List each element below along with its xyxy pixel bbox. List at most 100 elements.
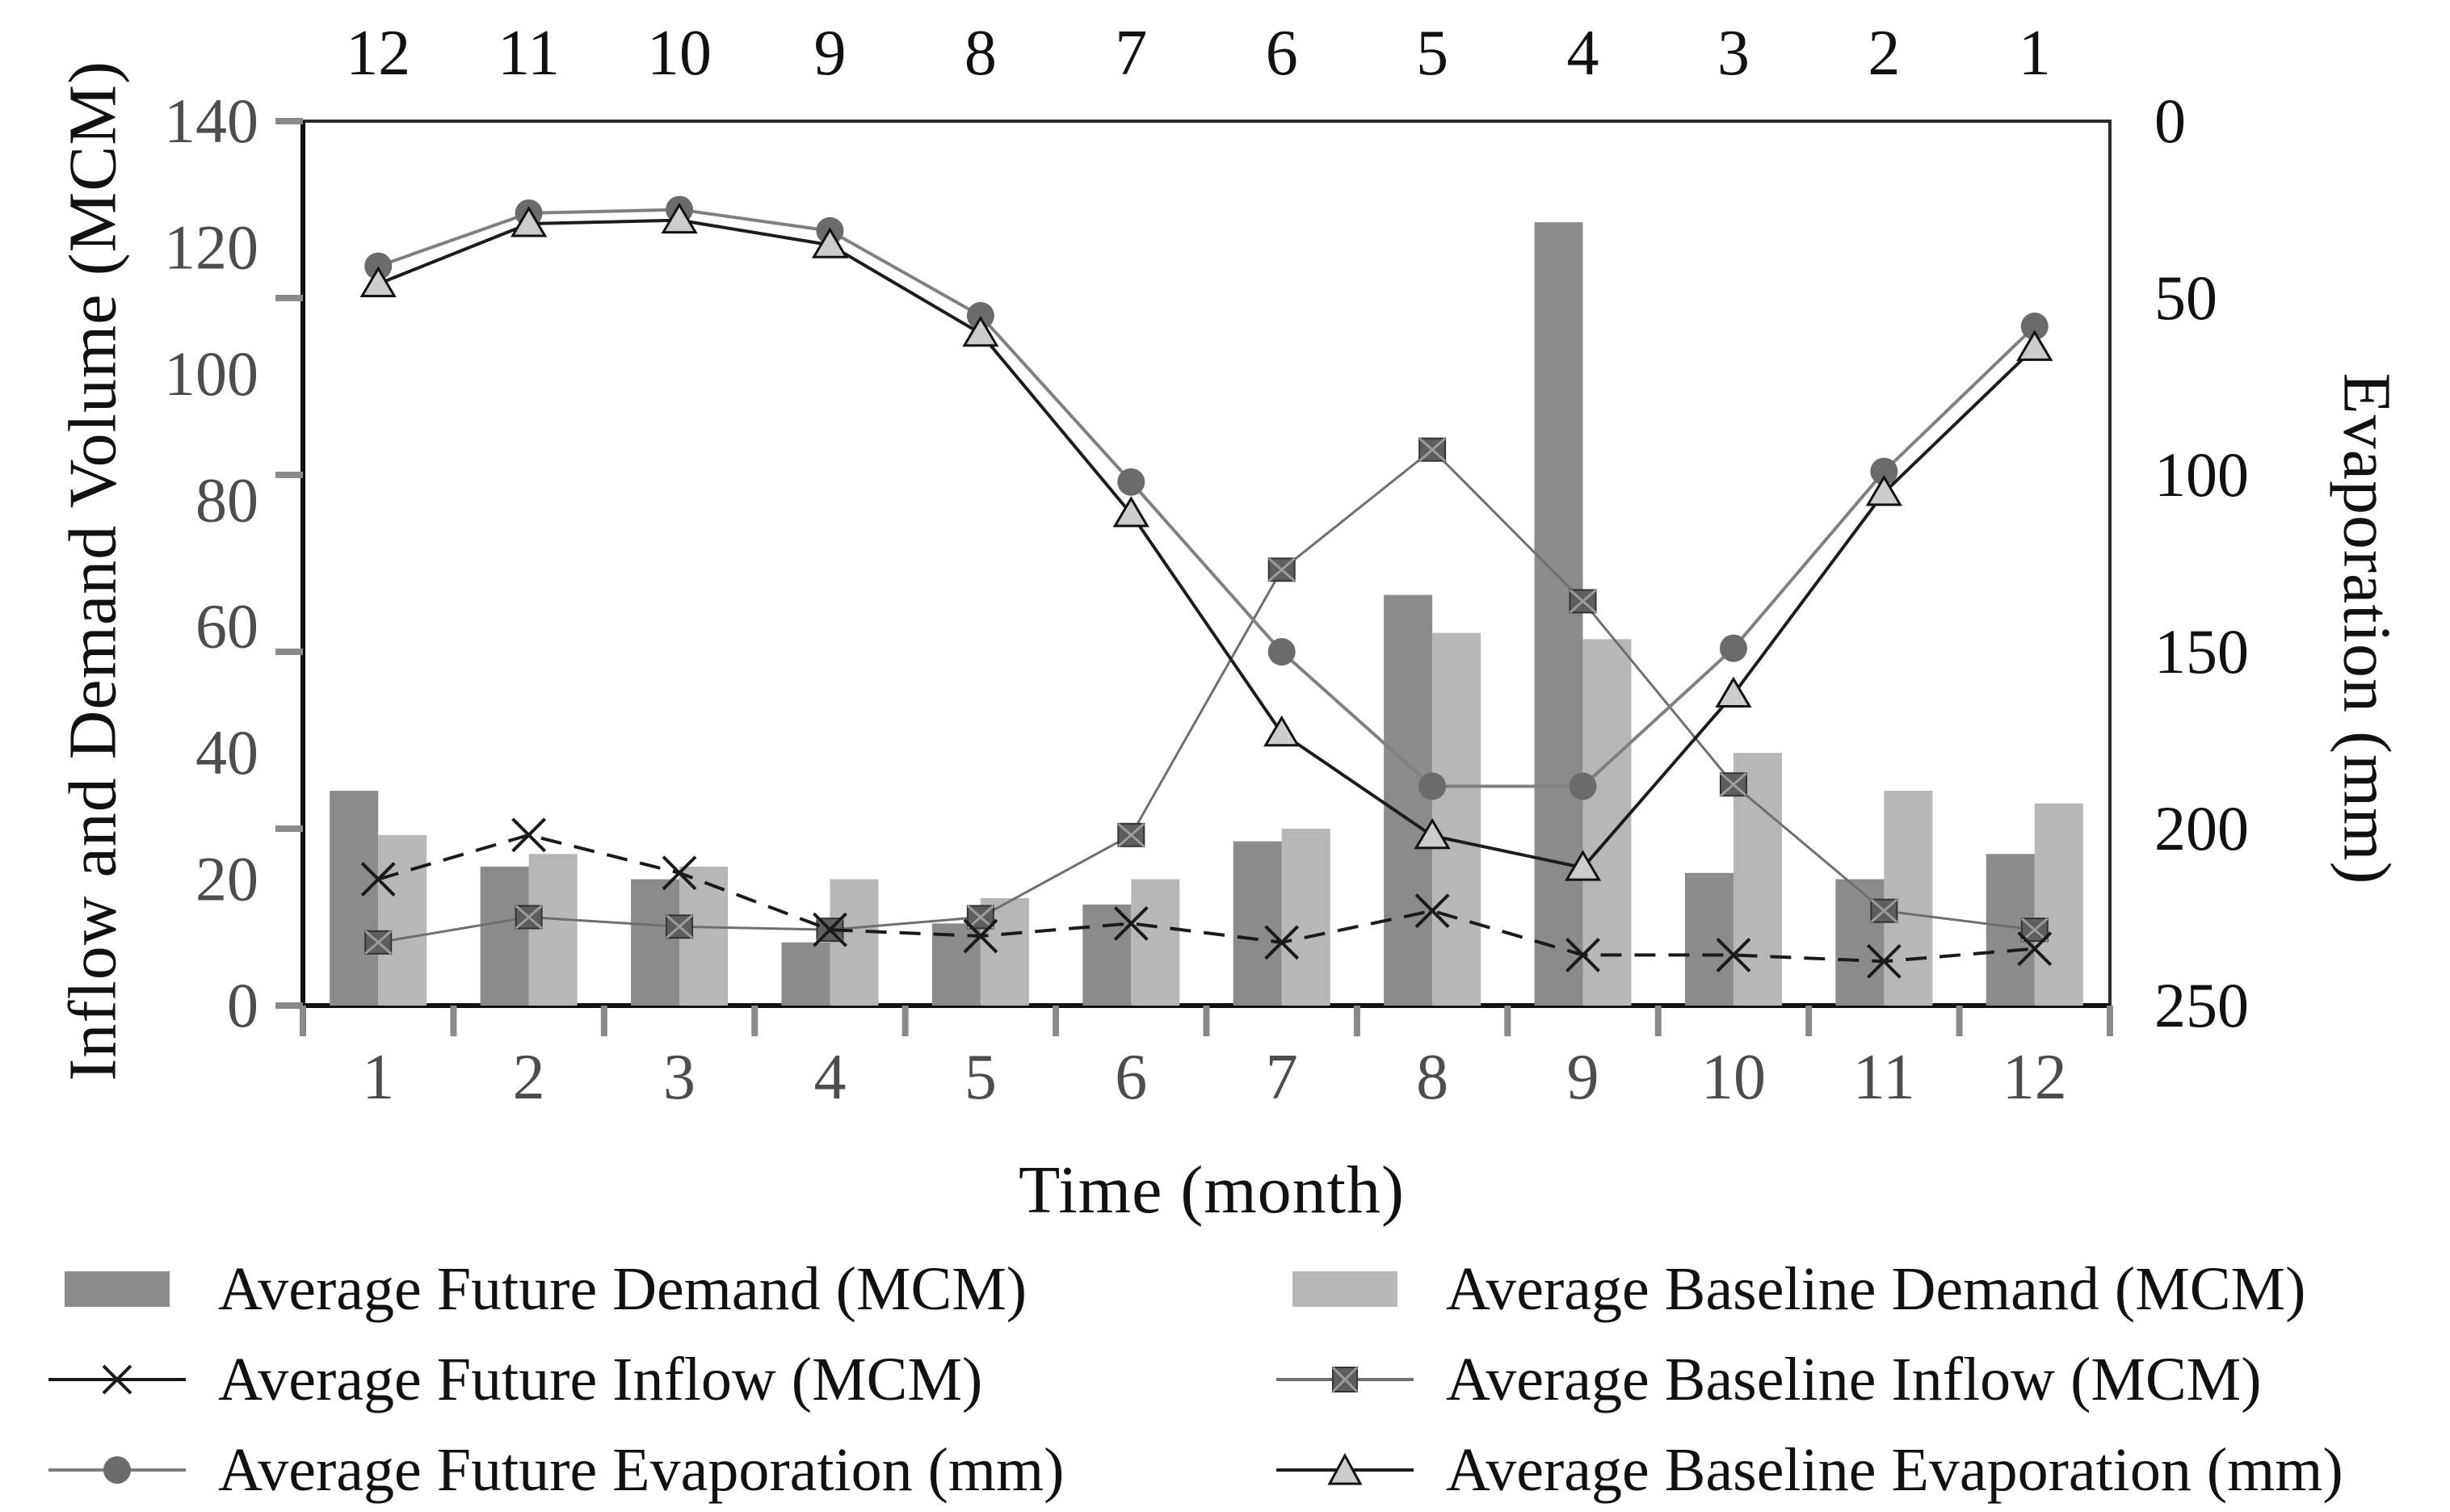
future-demand-bar [1684, 872, 1733, 1006]
future-demand-bar [631, 879, 680, 1006]
baseline-inflow-point-hatch [515, 905, 543, 930]
future-inflow-point [511, 817, 547, 853]
top-axis-label: 11 [498, 18, 560, 89]
baseline-inflow-point-hatch [1267, 557, 1296, 582]
baseline-demand-bar [1131, 879, 1180, 1006]
baseline-evaporation-point [1564, 850, 1602, 881]
top-axis-label: 3 [1717, 18, 1750, 89]
bottom-axis-tick-label: 1 [362, 1042, 394, 1113]
legend-label: Average Future Inflow (MCM) [218, 1345, 983, 1413]
baseline-evaporation-point [511, 206, 548, 237]
legend-label: Average Baseline Demand (MCM) [1446, 1254, 2306, 1323]
future-demand-bar [1835, 879, 1885, 1006]
baseline-evaporation-point [359, 266, 397, 297]
baseline-demand-bar [1281, 829, 1330, 1006]
x-marker-line-icon [48, 1355, 186, 1404]
left-axis-tick-label: 20 [195, 844, 258, 914]
baseline-inflow-point-hatch [364, 930, 393, 955]
bottom-axis-tick-label: 4 [813, 1042, 846, 1113]
baseline-evaporation-point [1865, 474, 1902, 506]
top-axis-label: 1 [2019, 18, 2051, 89]
top-axis-label: 2 [1868, 18, 1900, 89]
future-inflow-point [1716, 938, 1751, 972]
bottom-axis-tick-label: 5 [964, 1042, 997, 1113]
future-demand-swatch-icon [48, 1265, 186, 1313]
future-inflow-point [1264, 925, 1300, 960]
legend-label: Average Baseline Inflow (MCM) [1446, 1345, 2262, 1413]
top-axis-label: 8 [964, 18, 997, 89]
legend-item-baseline-inflow: Average Baseline Inflow (MCM) [1276, 1345, 2423, 1415]
baseline-inflow-point-hatch [1117, 822, 1145, 847]
baseline-evaporation-point [962, 315, 999, 347]
bottom-axis-tick-label: 6 [1115, 1042, 1147, 1113]
baseline-evaporation-point [661, 202, 698, 234]
top-axis-label: 12 [346, 18, 410, 89]
baseline-inflow-point-hatch [966, 905, 994, 930]
future-inflow-point [1113, 905, 1149, 941]
future-evaporation-point [1418, 772, 1447, 800]
top-axis-label: 9 [813, 18, 846, 89]
future-demand-bar [1534, 222, 1583, 1006]
circle-marker-line-icon [48, 1446, 186, 1494]
future-evaporation-point [1719, 634, 1747, 662]
future-inflow-point [360, 862, 396, 897]
future-demand-bar [1082, 904, 1132, 1006]
left-axis-tick-label: 120 [164, 212, 258, 282]
future-demand-bar [781, 942, 830, 1006]
baseline-evaporation-point [1263, 715, 1301, 747]
baseline-inflow-point-hatch [1418, 437, 1447, 462]
left-axis-tick-label: 0 [227, 970, 258, 1040]
left-axis-tick-label: 80 [195, 464, 258, 535]
right-axis-tick-label: 100 [2154, 439, 2249, 510]
bottom-axis-tick-label: 2 [513, 1042, 545, 1113]
future-demand-bar [1384, 594, 1433, 1006]
square-marker-line-icon [1276, 1355, 1414, 1404]
future-evaporation-point [1870, 457, 1898, 485]
baseline-inflow-point-hatch [666, 914, 694, 939]
baseline-evaporation-line [377, 218, 2036, 870]
baseline-evaporation-point [1112, 496, 1149, 527]
baseline-demand-bar [830, 879, 879, 1006]
legend-item-future-inflow: Average Future Inflow (MCM) [48, 1345, 1276, 1415]
future-inflow-point [1866, 943, 1902, 979]
bottom-axis-tick-label: 10 [1701, 1042, 1766, 1113]
future-inflow-point [2017, 931, 2053, 967]
future-inflow-point [1565, 938, 1600, 972]
future-inflow-point [1414, 893, 1450, 929]
baseline-evaporation-point [1715, 676, 1752, 708]
left-axis-tick-label: 60 [195, 591, 258, 662]
future-demand-bar [330, 791, 379, 1006]
baseline-evaporation-point [2016, 330, 2053, 361]
legend-label: Average Baseline Evaporation (mm) [1446, 1435, 2343, 1504]
future-demand-bar [480, 866, 529, 1006]
baseline-demand-bar [528, 854, 578, 1006]
bottom-axis-tick-label: 12 [2002, 1042, 2067, 1113]
baseline-evaporation-point [811, 227, 849, 258]
right-axis-tick-label: 150 [2154, 616, 2249, 687]
chart-legend: Average Future Demand (MCM) Average Base… [48, 1244, 2431, 1512]
bottom-axis-tick-label: 7 [1266, 1042, 1298, 1113]
bottom-axis-tick-label: 3 [663, 1042, 695, 1113]
left-axis-tick-label: 100 [164, 338, 258, 409]
baseline-demand-swatch-icon [1276, 1265, 1414, 1313]
future-inflow-point [662, 855, 697, 891]
top-axis-label: 10 [647, 18, 712, 89]
legend-item-future-evaporation: Average Future Evaporation (mm) [48, 1435, 1276, 1506]
triangle-marker-line-icon [1276, 1446, 1414, 1494]
baseline-demand-bar [1884, 791, 1933, 1006]
future-inflow-point [813, 912, 847, 947]
top-axis-label: 4 [1567, 18, 1599, 89]
future-evaporation-point [1117, 468, 1145, 496]
future-evaporation-point [1569, 772, 1597, 800]
legend-item-baseline-demand: Average Baseline Demand (MCM) [1276, 1254, 2423, 1325]
top-axis-label: 5 [1416, 18, 1448, 89]
right-axis-tick-label: 200 [2154, 793, 2249, 863]
bottom-axis-tick-label: 8 [1416, 1042, 1448, 1113]
future-demand-bar [1233, 841, 1282, 1006]
bottom-axis-tick-label: 9 [1567, 1042, 1599, 1113]
baseline-inflow-line [377, 447, 2035, 944]
future-inflow-point [963, 918, 998, 954]
legend-item-future-demand: Average Future Demand (MCM) [48, 1254, 1276, 1325]
